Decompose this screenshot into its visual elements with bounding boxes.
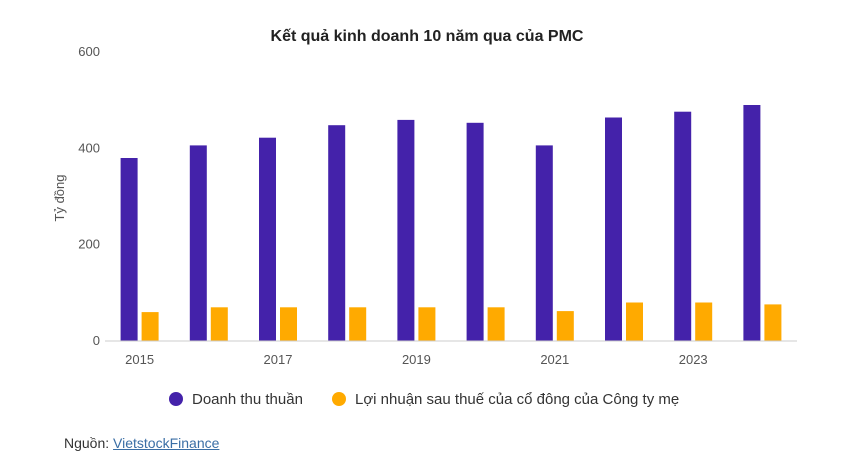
bar-revenue-2023[interactable] bbox=[674, 111, 692, 341]
bar-profit-2020[interactable] bbox=[487, 307, 505, 341]
legend-profit-label: Lợi nhuận sau thuế của cổ đông của Công … bbox=[355, 390, 680, 408]
bar-revenue-2019[interactable] bbox=[397, 119, 415, 342]
bar-profit-2023[interactable] bbox=[695, 302, 713, 342]
x-tick-label: 2019 bbox=[402, 352, 431, 367]
y-axis-ticks: 0 200 400 600 bbox=[78, 44, 100, 348]
source-note: Nguồn: VietstockFinance bbox=[64, 435, 219, 451]
bar-revenue-2016[interactable] bbox=[189, 145, 207, 341]
x-tick-label: 2021 bbox=[540, 352, 569, 367]
bar-profit-2016[interactable] bbox=[210, 307, 228, 341]
bar-profit-2019[interactable] bbox=[418, 307, 436, 341]
x-tick-label: 2023 bbox=[679, 352, 708, 367]
bar-revenue-2020[interactable] bbox=[466, 122, 484, 341]
y-tick-label: 200 bbox=[78, 237, 100, 252]
bar-revenue-2021[interactable] bbox=[535, 145, 553, 341]
bar-profit-2024[interactable] bbox=[764, 304, 782, 341]
chart-title: Kết quả kinh doanh 10 năm qua của PMC bbox=[271, 28, 584, 45]
legend-item-profit[interactable]: Lợi nhuận sau thuế của cổ đông của Công … bbox=[332, 388, 679, 410]
legend-revenue-label: Doanh thu thuần bbox=[192, 390, 303, 408]
x-tick-label: 2015 bbox=[125, 352, 154, 367]
y-axis-label: Tỷ đồng bbox=[52, 175, 67, 222]
bar-revenue-2017[interactable] bbox=[259, 137, 276, 341]
x-axis-ticks: 2015 2017 2019 2021 2023 bbox=[125, 352, 708, 367]
legend-profit-dot-icon bbox=[332, 392, 346, 406]
bar-profit-2021[interactable] bbox=[556, 311, 574, 341]
source-link[interactable]: VietstockFinance bbox=[113, 435, 220, 451]
y-tick-label: 400 bbox=[78, 140, 100, 155]
bar-profit-2022[interactable] bbox=[626, 302, 643, 342]
legend-item-revenue[interactable]: Doanh thu thuần bbox=[169, 388, 303, 410]
legend: Doanh thu thuần Lợi nhuận sau thuế của c… bbox=[0, 388, 854, 410]
bar-profit-2017[interactable] bbox=[280, 307, 297, 341]
y-tick-label: 0 bbox=[93, 333, 100, 348]
bar-revenue-2015[interactable] bbox=[120, 158, 138, 341]
bar-revenue-2022[interactable] bbox=[605, 117, 622, 342]
y-tick-label: 600 bbox=[78, 44, 100, 59]
legend-revenue-dot-icon bbox=[169, 392, 183, 406]
source-label: Nguồn: bbox=[64, 435, 114, 451]
bar-profit-2018[interactable] bbox=[349, 307, 367, 341]
bar-profit-2015[interactable] bbox=[141, 312, 159, 341]
bars bbox=[120, 105, 782, 342]
bar-revenue-2018[interactable] bbox=[328, 125, 346, 341]
chart: Kết quả kinh doanh 10 năm qua của PMC Tỷ… bbox=[52, 28, 797, 367]
bar-revenue-2024[interactable] bbox=[743, 105, 761, 341]
x-tick-label: 2017 bbox=[264, 352, 293, 367]
